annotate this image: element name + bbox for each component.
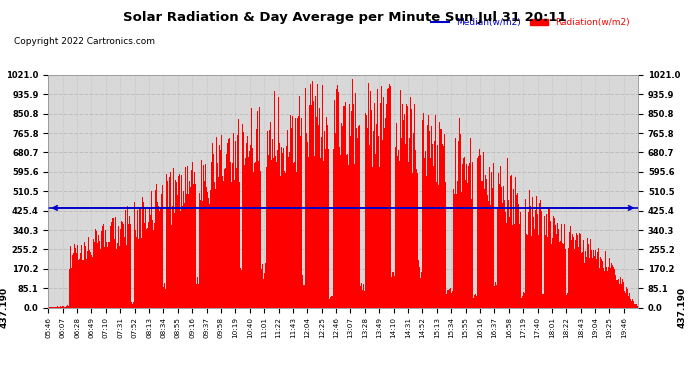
Legend: Median(w/m2), Radiation(w/m2): Median(w/m2), Radiation(w/m2) xyxy=(428,14,633,31)
Text: Copyright 2022 Cartronics.com: Copyright 2022 Cartronics.com xyxy=(14,38,155,46)
Text: 437.190: 437.190 xyxy=(0,287,8,328)
Text: Solar Radiation & Day Average per Minute Sun Jul 31 20:11: Solar Radiation & Day Average per Minute… xyxy=(124,11,566,24)
Text: 437.190: 437.190 xyxy=(678,287,687,328)
